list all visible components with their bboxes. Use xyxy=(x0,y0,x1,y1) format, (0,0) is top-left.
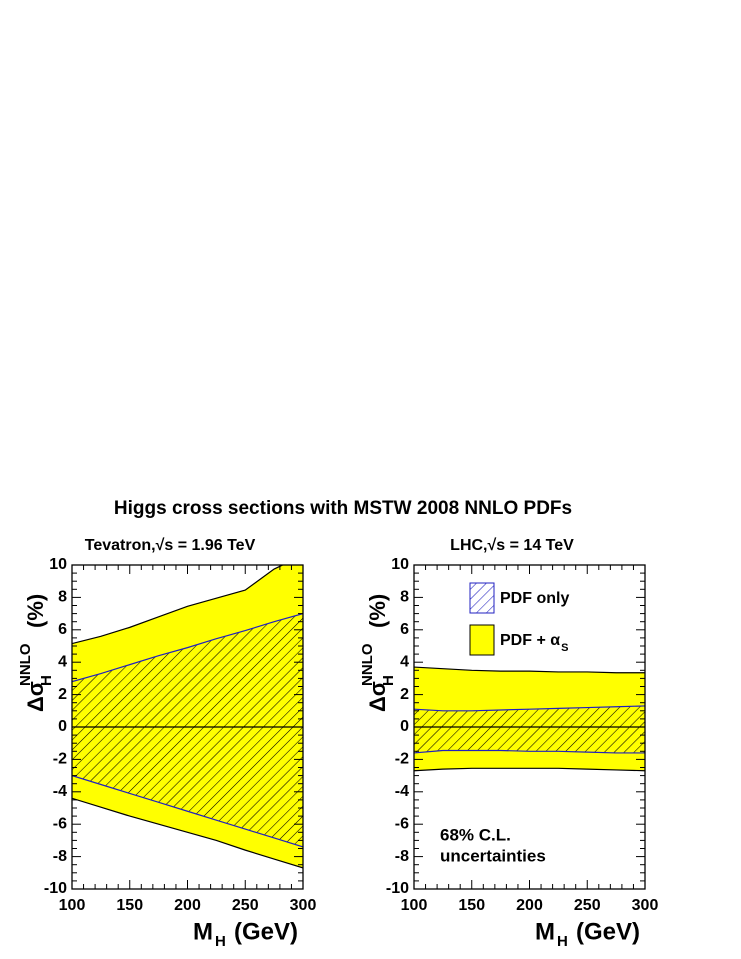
y-tick-label: -8 xyxy=(53,848,67,865)
x-axis-label: M xyxy=(193,918,213,945)
band-upper-edge xyxy=(414,666,645,674)
y-tick-label: 0 xyxy=(400,718,409,735)
panel-subtitle: Tevatron,√s = 1.96 TeV xyxy=(85,537,256,554)
y-tick-label: 2 xyxy=(58,686,67,703)
y-tick-label: 8 xyxy=(58,589,67,606)
x-tick-label: 250 xyxy=(232,897,259,914)
y-tick-label: -6 xyxy=(395,815,409,832)
panel-subtitle: LHC,√s = 14 TeV xyxy=(450,537,574,554)
y-axis-label-main: Δσ xyxy=(365,681,390,712)
x-axis-label: M xyxy=(535,918,555,945)
figure-title: Higgs cross sections with MSTW 2008 NNLO… xyxy=(114,498,572,519)
y-tick-label: 0 xyxy=(58,718,67,735)
y-tick-label: -8 xyxy=(395,848,409,865)
x-tick-label: 300 xyxy=(290,897,317,914)
band xyxy=(414,705,645,753)
x-tick-label: 300 xyxy=(632,897,659,914)
band-lower-edge xyxy=(414,767,645,772)
y-tick-label: -4 xyxy=(53,783,67,800)
plot-area xyxy=(72,565,303,869)
y-tick-label: -4 xyxy=(395,783,409,800)
x-axis-label-sub: H xyxy=(557,933,568,950)
band-lower-edge xyxy=(414,749,645,754)
band-lower-edge xyxy=(72,797,303,869)
x-tick-label: 200 xyxy=(174,897,201,914)
x-tick-label: 100 xyxy=(401,897,428,914)
y-tick-label: 10 xyxy=(49,556,67,573)
x-tick-label: 150 xyxy=(116,897,143,914)
band-upper-edge xyxy=(414,705,645,712)
y-axis-label-unit: (%) xyxy=(23,594,48,628)
y-axis-label-sup: NNLO xyxy=(17,643,34,686)
y-tick-label: -10 xyxy=(386,880,409,897)
y-tick-label: 10 xyxy=(391,556,409,573)
y-tick-label: 6 xyxy=(58,621,67,638)
y-axis-label: ΔσH NNLO (%) xyxy=(359,594,397,712)
legend-label-sub: S xyxy=(561,642,568,654)
x-tick-label: 250 xyxy=(574,897,601,914)
band-upper-edge xyxy=(72,613,303,683)
legend-label: PDF only xyxy=(500,590,569,607)
y-axis-label: ΔσH NNLO (%) xyxy=(17,594,55,712)
y-axis-label-sub: H xyxy=(380,675,397,686)
band-lower-edge xyxy=(72,775,303,848)
y-axis-label-unit: (%) xyxy=(365,594,390,628)
y-tick-label: -10 xyxy=(44,880,67,897)
y-axis-label-sup: NNLO xyxy=(359,643,376,686)
y-tick-label: 4 xyxy=(400,653,409,670)
y-tick-label: -2 xyxy=(395,751,409,768)
y-tick-label: 8 xyxy=(400,589,409,606)
x-axis-label-sub: H xyxy=(215,933,226,950)
x-tick-label: 200 xyxy=(516,897,543,914)
legend-swatch xyxy=(469,624,495,656)
x-axis-label-unit: (GeV) xyxy=(234,918,298,945)
x-tick-label: 100 xyxy=(59,897,86,914)
legend-label: PDF + α xyxy=(500,632,560,649)
plot-area xyxy=(414,666,645,772)
y-tick-label: 4 xyxy=(58,653,67,670)
legend-swatch xyxy=(469,582,495,614)
annotation: uncertainties xyxy=(440,846,546,865)
x-axis-label-unit: (GeV) xyxy=(576,918,640,945)
y-tick-label: 2 xyxy=(400,686,409,703)
band-upper-edge xyxy=(72,565,285,645)
y-axis-label-sub: H xyxy=(38,675,55,686)
band xyxy=(72,613,303,847)
x-tick-label: 150 xyxy=(458,897,485,914)
y-tick-label: -2 xyxy=(53,751,67,768)
y-tick-label: -6 xyxy=(53,815,67,832)
y-tick-label: 6 xyxy=(400,621,409,638)
y-axis-label-main: Δσ xyxy=(23,681,48,712)
annotation: 68% C.L. xyxy=(440,825,511,844)
